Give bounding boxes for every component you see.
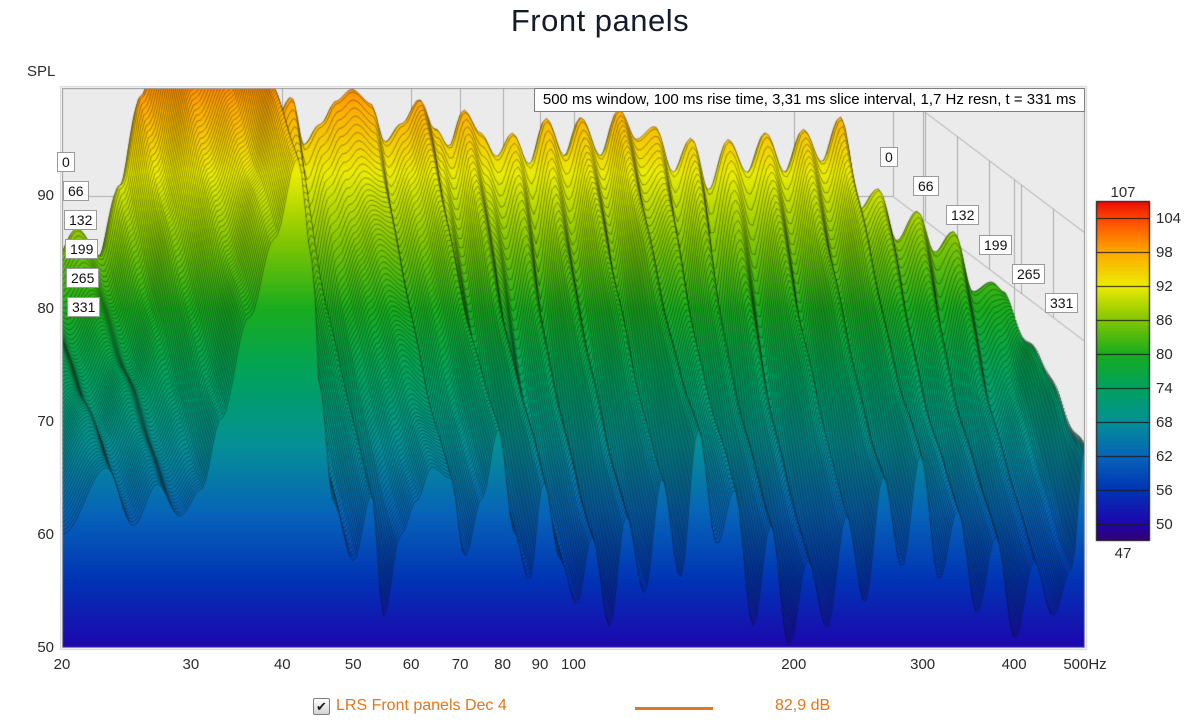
legend-spl-value: 82,9 dB	[775, 697, 831, 714]
y-axis-title: SPL	[27, 63, 56, 80]
colorbar-min-label: 47	[1114, 545, 1132, 562]
time-slice-label-right: 199	[979, 234, 1013, 255]
x-tick-label: 300	[910, 656, 936, 673]
time-slice-label-left: 66	[63, 181, 89, 201]
page-title: Front panels	[510, 3, 690, 38]
colorbar-tick-label: 86	[1156, 312, 1173, 329]
time-slice-label-right: 0	[880, 147, 898, 167]
y-tick-label: 60	[37, 526, 54, 543]
x-tick-label: 50	[344, 656, 362, 673]
time-slice-label-left: 0	[57, 152, 75, 172]
time-slice-label-left: 331	[67, 297, 101, 317]
colorbar-tick-label: 56	[1156, 482, 1173, 499]
colorbar-tick-label: 74	[1156, 380, 1173, 397]
x-tick-label: 30	[182, 656, 200, 673]
legend-trace-swatch	[635, 707, 713, 710]
time-slice-label-right: 132	[946, 205, 980, 226]
legend-checkbox[interactable]: ✔	[313, 698, 330, 715]
y-tick-label: 50	[37, 639, 54, 656]
y-tick-label: 90	[37, 187, 54, 204]
colorbar-tick-label: 92	[1156, 278, 1173, 295]
x-tick-label: 100	[560, 656, 587, 673]
y-tick-label: 80	[37, 300, 54, 317]
time-slice-label-left: 199	[65, 239, 99, 259]
colorbar-tick-label: 98	[1156, 244, 1173, 261]
colorbar-max-label: 107	[1110, 184, 1136, 201]
measurement-settings-annotation: 500 ms window, 100 ms rise time, 3,31 ms…	[533, 88, 1085, 112]
legend-measurement-label[interactable]: LRS Front panels Dec 4	[336, 697, 507, 714]
x-tick-label: 70	[451, 656, 469, 673]
time-slice-label-right: 66	[913, 176, 939, 197]
x-tick-label: 90	[531, 656, 549, 673]
colorbar-tick-label: 68	[1156, 414, 1173, 431]
colorbar-tick-label: 104	[1156, 210, 1182, 227]
time-slice-label-left: 132	[64, 210, 98, 230]
x-tick-label: 400	[1001, 656, 1027, 673]
x-tick-label: 40	[273, 656, 291, 673]
legend-row: ✔ LRS Front panels Dec 4 82,9 dB	[0, 694, 1200, 724]
time-slice-label-left: 265	[66, 268, 100, 288]
x-tick-label: 500Hz	[1063, 656, 1107, 673]
x-tick-label: 200	[781, 656, 807, 673]
colorbar-tick-label: 80	[1156, 346, 1173, 363]
x-tick-label: 60	[402, 656, 420, 673]
time-slice-label-right: 265	[1012, 263, 1046, 284]
colorbar-tick-label: 62	[1156, 448, 1173, 465]
colorbar-tick-label: 50	[1156, 516, 1173, 533]
y-tick-label: 70	[37, 413, 54, 430]
x-tick-label: 80	[494, 656, 511, 673]
time-slice-label-right: 331	[1045, 293, 1079, 313]
x-tick-label: 20	[53, 656, 71, 673]
